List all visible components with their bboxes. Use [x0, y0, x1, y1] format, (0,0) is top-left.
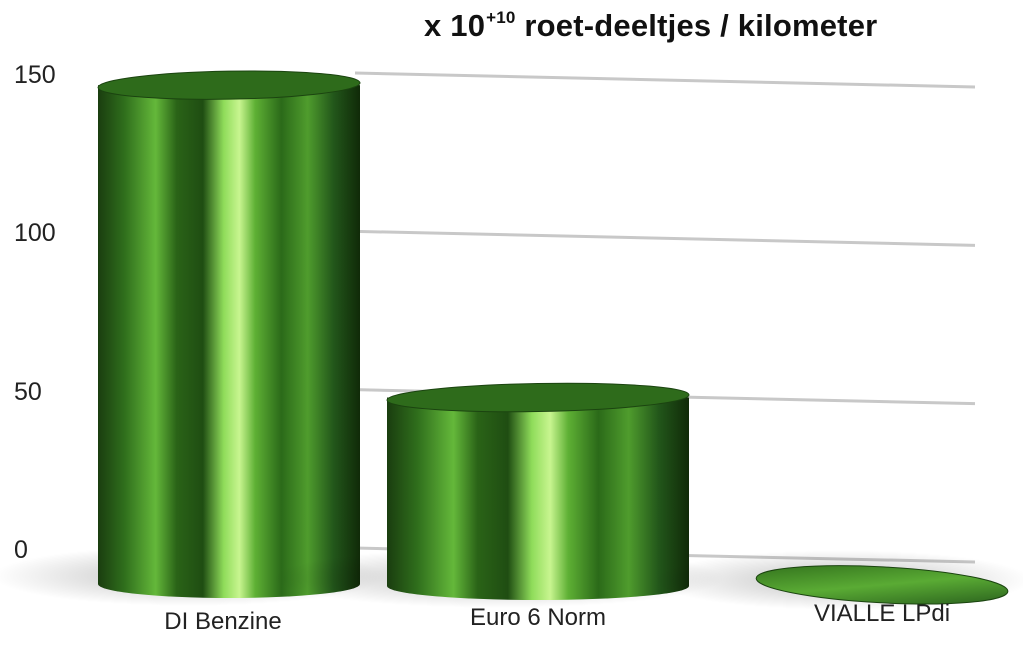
bar [0, 70, 386, 606]
bar-body [98, 85, 360, 598]
bar-top [97, 70, 361, 100]
bar [271, 382, 725, 608]
bar-body [387, 397, 689, 600]
x-tick-label: DI Benzine [164, 608, 282, 635]
title-suffix: roet-deeltjes / kilometer [515, 8, 878, 43]
title-exponent: +10 [486, 8, 516, 27]
bar-top [755, 565, 1009, 605]
grid-line [354, 71, 976, 89]
bar [653, 550, 1023, 610]
bar-top [386, 382, 690, 413]
y-tick-label: 0 [14, 536, 28, 564]
x-tick-label: Euro 6 Norm [469, 604, 607, 631]
bars [0, 70, 1023, 610]
y-tick-label: 100 [14, 219, 56, 248]
title-prefix: x 10 [424, 8, 486, 43]
x-tick-label: VIALLE LPdi [813, 600, 951, 627]
y-tick-label: 150 [14, 61, 56, 89]
chart-title: x 10+10 roet-deeltjes / kilometer [424, 8, 877, 44]
grid-line [354, 229, 976, 247]
y-tick-label: 50 [14, 377, 42, 406]
